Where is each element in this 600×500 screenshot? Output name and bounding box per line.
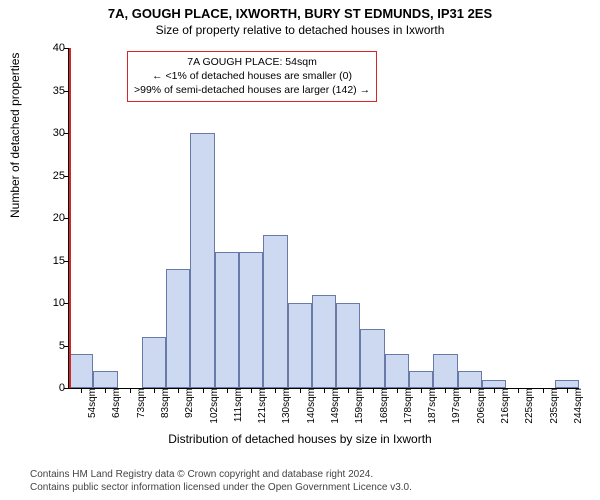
histogram-bar bbox=[433, 354, 457, 388]
x-tick-mark bbox=[203, 388, 204, 393]
x-tick-mark bbox=[567, 388, 568, 393]
x-axis-label: Distribution of detached houses by size … bbox=[0, 432, 600, 446]
histogram-bar bbox=[215, 252, 239, 388]
histogram-bar bbox=[69, 354, 93, 388]
x-tick-mark bbox=[251, 388, 252, 393]
x-tick-label: 225sqm bbox=[522, 388, 535, 424]
chart-title: 7A, GOUGH PLACE, IXWORTH, BURY ST EDMUND… bbox=[0, 0, 600, 21]
histogram-bar bbox=[142, 337, 166, 388]
x-tick-label: 83sqm bbox=[158, 388, 171, 418]
x-tick-mark bbox=[373, 388, 374, 393]
histogram-bar bbox=[93, 371, 117, 388]
histogram-bar bbox=[312, 295, 336, 389]
x-tick-label: 140sqm bbox=[304, 388, 317, 424]
histogram-bar bbox=[336, 303, 360, 388]
attribution-line-1: Contains HM Land Registry data © Crown c… bbox=[30, 468, 412, 481]
histogram-bar bbox=[190, 133, 214, 388]
histogram-bar bbox=[555, 380, 579, 389]
x-tick-mark bbox=[494, 388, 495, 393]
annotation-box: 7A GOUGH PLACE: 54sqm ← <1% of detached … bbox=[127, 51, 377, 102]
plot-area: 7A GOUGH PLACE: 54sqm ← <1% of detached … bbox=[68, 48, 579, 389]
histogram-bar bbox=[263, 235, 287, 388]
annotation-line-2: ← <1% of detached houses are smaller (0) bbox=[134, 69, 370, 83]
histogram-bar bbox=[409, 371, 433, 388]
histogram-bar bbox=[239, 252, 263, 388]
histogram-chart: 7A, GOUGH PLACE, IXWORTH, BURY ST EDMUND… bbox=[0, 0, 600, 500]
x-tick-mark bbox=[421, 388, 422, 393]
attribution-line-2: Contains public sector information licen… bbox=[30, 481, 412, 494]
y-tick-mark bbox=[64, 388, 69, 389]
histogram-bar bbox=[166, 269, 190, 388]
chart-subtitle: Size of property relative to detached ho… bbox=[0, 21, 600, 37]
x-tick-mark bbox=[300, 388, 301, 393]
x-tick-mark bbox=[518, 388, 519, 393]
x-tick-label: 130sqm bbox=[279, 388, 292, 424]
histogram-bar bbox=[482, 380, 506, 389]
x-tick-label: 159sqm bbox=[352, 388, 365, 424]
x-tick-mark bbox=[348, 388, 349, 393]
x-tick-mark bbox=[445, 388, 446, 393]
x-tick-label: 54sqm bbox=[85, 388, 98, 418]
x-tick-mark bbox=[81, 388, 82, 393]
x-tick-label: 102sqm bbox=[207, 388, 220, 424]
histogram-bar bbox=[458, 371, 482, 388]
x-tick-mark bbox=[105, 388, 106, 393]
x-tick-label: 121sqm bbox=[255, 388, 268, 424]
attribution: Contains HM Land Registry data © Crown c… bbox=[30, 468, 412, 494]
x-tick-label: 111sqm bbox=[231, 388, 244, 422]
x-tick-mark bbox=[154, 388, 155, 393]
x-tick-label: 235sqm bbox=[547, 388, 560, 424]
x-tick-mark bbox=[227, 388, 228, 393]
x-tick-label: 73sqm bbox=[134, 388, 147, 418]
x-tick-label: 178sqm bbox=[401, 388, 414, 424]
x-tick-mark bbox=[324, 388, 325, 393]
x-tick-label: 244sqm bbox=[571, 388, 584, 424]
y-axis-label: Number of detached properties bbox=[8, 53, 22, 218]
histogram-bar bbox=[360, 329, 384, 389]
x-tick-label: 64sqm bbox=[109, 388, 122, 418]
annotation-line-1: 7A GOUGH PLACE: 54sqm bbox=[134, 55, 370, 69]
x-tick-label: 92sqm bbox=[182, 388, 195, 418]
x-tick-mark bbox=[275, 388, 276, 393]
x-tick-mark bbox=[130, 388, 131, 393]
x-tick-mark bbox=[470, 388, 471, 393]
x-tick-label: 216sqm bbox=[498, 388, 511, 424]
x-tick-mark bbox=[178, 388, 179, 393]
x-tick-label: 168sqm bbox=[377, 388, 390, 424]
x-tick-mark bbox=[543, 388, 544, 393]
x-tick-label: 149sqm bbox=[328, 388, 341, 424]
annotation-line-3: >99% of semi-detached houses are larger … bbox=[134, 83, 370, 97]
x-tick-label: 197sqm bbox=[449, 388, 462, 424]
histogram-bar bbox=[385, 354, 409, 388]
x-tick-label: 206sqm bbox=[474, 388, 487, 424]
x-tick-mark bbox=[397, 388, 398, 393]
reference-line bbox=[69, 48, 71, 388]
x-tick-label: 187sqm bbox=[425, 388, 438, 424]
histogram-bar bbox=[288, 303, 312, 388]
